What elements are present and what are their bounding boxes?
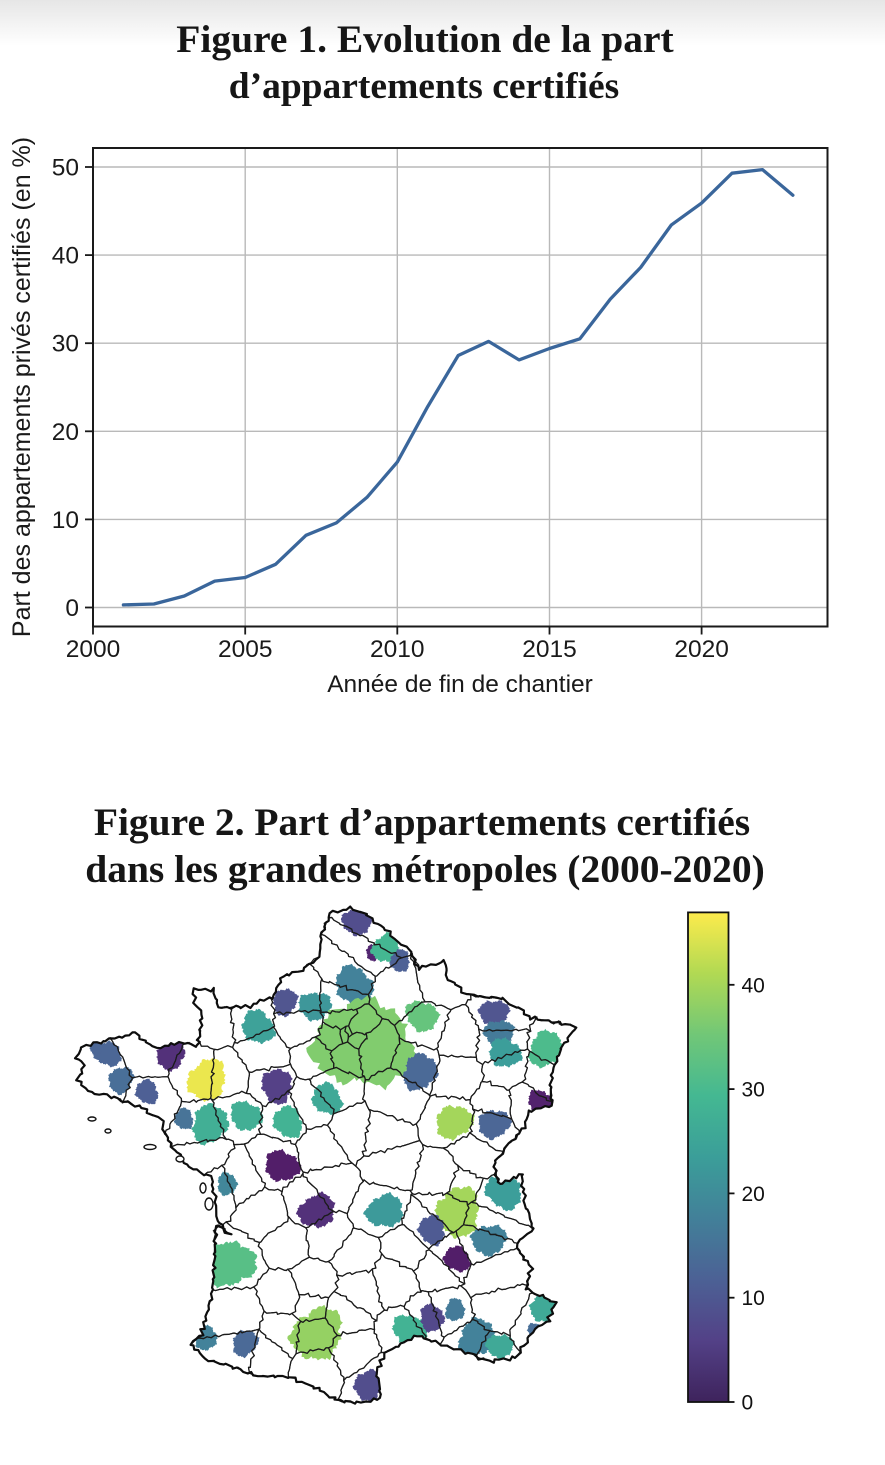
svg-text:d’appartements certifiés: d’appartements certifiés xyxy=(229,66,620,107)
svg-text:30: 30 xyxy=(742,1079,765,1102)
svg-text:50: 50 xyxy=(52,155,79,182)
svg-text:2005: 2005 xyxy=(218,636,273,663)
svg-text:Figure 2. Part d’appartements: Figure 2. Part d’appartements certifiés xyxy=(94,800,750,844)
svg-text:20: 20 xyxy=(52,419,79,446)
svg-text:40: 40 xyxy=(52,243,79,270)
svg-text:0: 0 xyxy=(742,1392,754,1415)
svg-text:Année de fin de chantier: Année de fin de chantier xyxy=(327,671,593,698)
svg-text:2015: 2015 xyxy=(522,636,577,663)
svg-text:30: 30 xyxy=(52,331,79,358)
svg-text:10: 10 xyxy=(742,1287,765,1310)
svg-text:20: 20 xyxy=(742,1183,765,1206)
svg-text:2020: 2020 xyxy=(674,636,729,663)
svg-text:dans les grandes métropoles (2: dans les grandes métropoles (2000-2020) xyxy=(85,847,765,891)
svg-text:2000: 2000 xyxy=(66,636,121,663)
svg-text:10: 10 xyxy=(52,507,79,534)
svg-text:Figure 1. Evolution de la part: Figure 1. Evolution de la part xyxy=(176,17,673,61)
svg-text:Part des appartements privés c: Part des appartements privés certifiés (… xyxy=(8,137,36,637)
svg-text:40: 40 xyxy=(742,974,765,997)
svg-text:0: 0 xyxy=(65,595,79,622)
svg-text:2010: 2010 xyxy=(370,636,425,663)
